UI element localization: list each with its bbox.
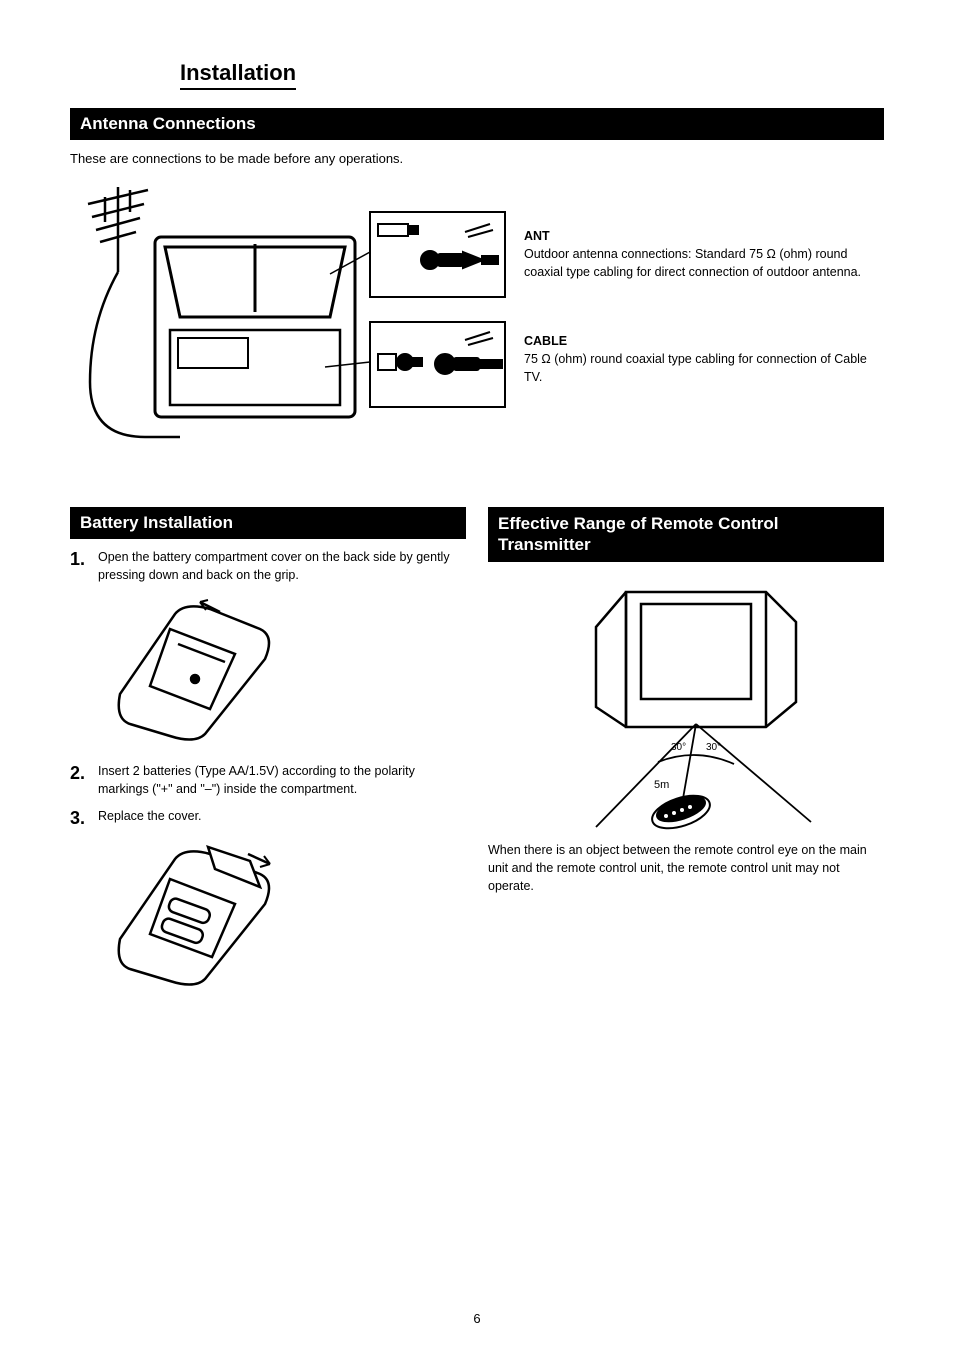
- remote-figure-2: [100, 839, 466, 994]
- page-number: 6: [0, 1311, 954, 1326]
- antenna-section-bar: Antenna Connections: [70, 108, 884, 140]
- svg-text:30°: 30°: [706, 742, 721, 753]
- cable-label: CABLE: [524, 334, 567, 348]
- step1-text: Open the battery compartment cover on th…: [98, 549, 466, 584]
- step3-num: 3.: [70, 808, 88, 829]
- step2-num: 2.: [70, 763, 88, 784]
- battery-step-3: 3. Replace the cover.: [70, 808, 466, 829]
- step2-text: Insert 2 batteries (Type AA/1.5V) accord…: [98, 763, 466, 798]
- effective-column: Effective Range of Remote Control Transm…: [488, 507, 884, 1008]
- effective-figure: 30° 30° 5m: [488, 572, 884, 837]
- antenna-svg: [70, 182, 510, 447]
- cable-text: 75 Ω (ohm) round coaxial type cabling fo…: [524, 352, 867, 384]
- lower-row: Battery Installation 1. Open the battery…: [70, 507, 884, 1008]
- effective-bar: Effective Range of Remote Control Transm…: [488, 507, 884, 562]
- effective-svg: 30° 30° 5m: [536, 572, 836, 832]
- svg-text:30°: 30°: [671, 742, 686, 753]
- battery-step-2: 2. Insert 2 batteries (Type AA/1.5V) acc…: [70, 763, 466, 798]
- battery-column: Battery Installation 1. Open the battery…: [70, 507, 466, 1008]
- antenna-row: ANT Outdoor antenna connections: Standar…: [70, 182, 884, 447]
- ant-label: ANT: [524, 229, 550, 243]
- effective-note: When there is an object between the remo…: [488, 841, 884, 895]
- remote-svg-1: [100, 594, 290, 744]
- antenna-right-text: ANT Outdoor antenna connections: Standar…: [516, 182, 884, 447]
- svg-text:5m: 5m: [654, 779, 669, 791]
- battery-step-1: 1. Open the battery compartment cover on…: [70, 549, 466, 584]
- antenna-figure: [70, 182, 510, 447]
- step3-text: Replace the cover.: [98, 808, 466, 826]
- ant-text: Outdoor antenna connections: Standard 75…: [524, 247, 861, 279]
- remote-svg-2: [100, 839, 290, 989]
- remote-figure-1: [100, 594, 466, 749]
- antenna-intro: These are connections to be made before …: [70, 150, 884, 168]
- battery-bar: Battery Installation: [70, 507, 466, 539]
- page-title: Installation: [180, 60, 296, 90]
- step1-num: 1.: [70, 549, 88, 570]
